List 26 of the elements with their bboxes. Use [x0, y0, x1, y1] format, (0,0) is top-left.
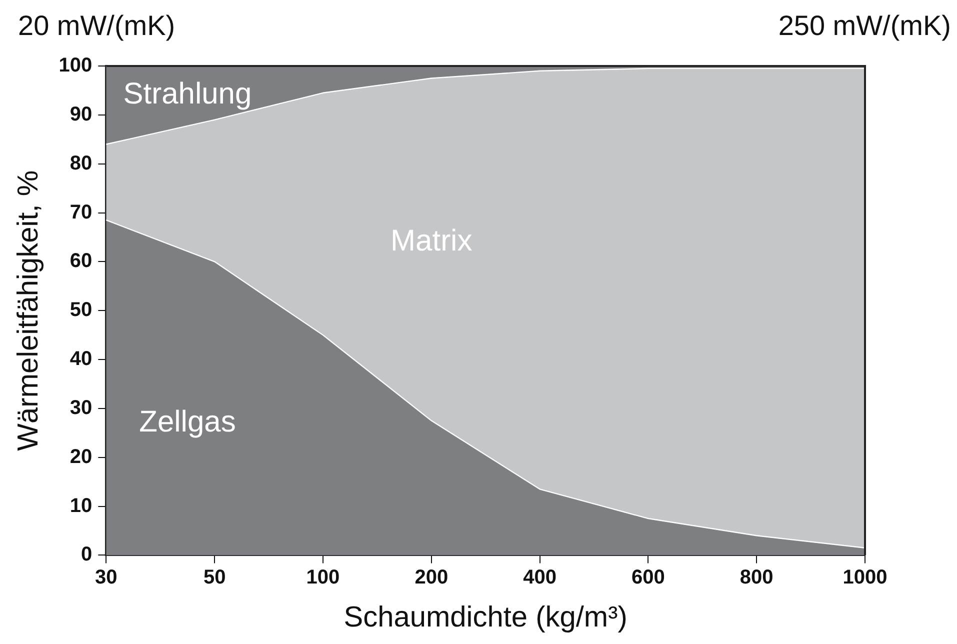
- y-tick-label: 100: [58, 54, 92, 77]
- series-label: Zellgas: [139, 405, 236, 438]
- y-tick-label: 20: [70, 446, 92, 468]
- y-tick-label: 0: [81, 544, 92, 566]
- y-tick-label: 30: [70, 396, 92, 419]
- x-tick-label: 100: [306, 566, 340, 589]
- y-tick-label: 60: [70, 250, 92, 272]
- series-label: Strahlung: [123, 78, 252, 111]
- y-tick-label: 90: [70, 103, 92, 126]
- x-tick-label: 30: [95, 566, 118, 589]
- x-tick-label: 50: [203, 566, 226, 589]
- y-axis-title: Wärmeleitfähigkeit, %: [12, 170, 44, 451]
- y-tick-label: 70: [70, 201, 92, 224]
- x-tick-label: 400: [523, 566, 556, 589]
- y-tick-label: 10: [70, 494, 92, 517]
- series-label: Matrix: [390, 224, 472, 258]
- text: 20 mW/(mK): [18, 10, 176, 42]
- x-tick-label: 200: [414, 566, 448, 589]
- x-tick-label: 600: [632, 566, 665, 589]
- text: 250 mW/(mK): [778, 10, 951, 42]
- y-tick-label: 80: [70, 152, 92, 174]
- y-tick-label: 50: [70, 299, 92, 322]
- x-tick-label: 800: [740, 566, 774, 589]
- y-tick-label: 40: [70, 348, 92, 370]
- x-tick-label: 1000: [842, 566, 888, 589]
- x-axis-title: Schaumdichte (kg/m³): [344, 602, 628, 634]
